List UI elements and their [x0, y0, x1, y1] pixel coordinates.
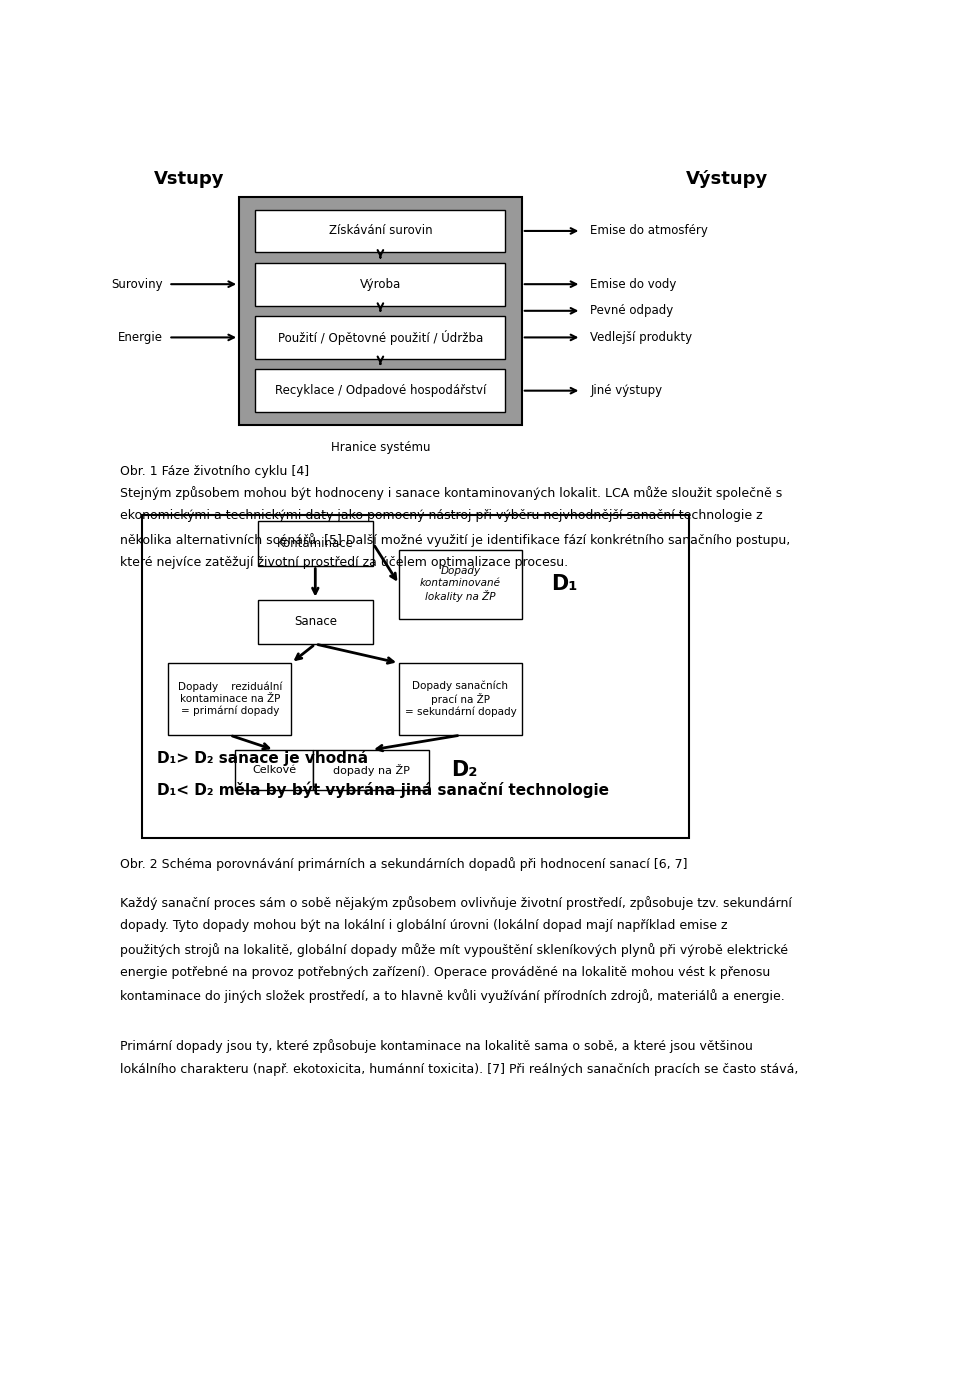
Text: D₁> D₂ sanace je vhodná: D₁> D₂ sanace je vhodná: [157, 750, 369, 766]
Bar: [255, 316, 505, 359]
Text: Vedlejší produkty: Vedlejší produkty: [590, 330, 692, 344]
Bar: [313, 750, 429, 790]
Text: Dopady
kontaminované
lokality na ŽP: Dopady kontaminované lokality na ŽP: [420, 567, 501, 601]
Bar: [257, 600, 372, 644]
Text: D₂: D₂: [451, 760, 477, 780]
Text: Recyklace / Odpadové hospodářství: Recyklace / Odpadové hospodářství: [275, 384, 486, 398]
Bar: [168, 663, 291, 735]
Bar: [255, 209, 505, 252]
Text: Každý sanační proces sám o sobě nějakým způsobem ovlivňuje životní prostředí, zp: Každý sanační proces sám o sobě nějakým …: [120, 896, 792, 910]
Text: Jiné výstupy: Jiné výstupy: [590, 384, 662, 398]
Text: D₁: D₁: [551, 574, 578, 594]
Text: použitých strojů na lokalitě, globální dopady může mít vypouštění skleníkových p: použitých strojů na lokalitě, globální d…: [120, 943, 788, 956]
Text: Použití / Opětovné použití / Údržba: Použití / Opětovné použití / Údržba: [277, 330, 483, 345]
Text: Primární dopady jsou ty, které způsobuje kontaminace na lokalitě sama o sobě, a : Primární dopady jsou ty, které způsobuje…: [120, 1039, 753, 1053]
Text: Dopady sanačních
prací na ŽP
= sekundární dopady: Dopady sanačních prací na ŽP = sekundárn…: [404, 681, 516, 717]
Bar: [399, 663, 522, 735]
Bar: [255, 369, 505, 411]
Text: energie potřebné na provoz potřebných zařízení). Operace prováděné na lokalitě m: energie potřebné na provoz potřebných za…: [120, 966, 770, 980]
Text: Suroviny: Suroviny: [110, 278, 162, 290]
Text: Celkové: Celkové: [252, 765, 297, 775]
Text: Kontaminace: Kontaminace: [276, 537, 353, 550]
Text: Výstupy: Výstupy: [685, 171, 768, 189]
Text: kontaminace do jiných složek prostředí, a to hlavně kvůli využívání přírodních z: kontaminace do jiných složek prostředí, …: [120, 989, 784, 1003]
Text: dopady. Tyto dopady mohou být na lokální i globální úrovni (lokální dopad mají n: dopady. Tyto dopady mohou být na lokální…: [120, 919, 728, 933]
Text: Stejným způsobem mohou být hodnoceny i sanace kontaminovaných lokalit. LCA může : Stejným způsobem mohou být hodnoceny i s…: [120, 486, 782, 499]
Text: Vstupy: Vstupy: [154, 171, 225, 189]
Text: Emise do vody: Emise do vody: [590, 278, 677, 290]
Text: dopady na ŽP: dopady na ŽP: [333, 764, 410, 776]
Text: Dopady    reziduální
kontaminace na ŽP
= primární dopady: Dopady reziduální kontaminace na ŽP = pr…: [178, 682, 282, 717]
Text: Sanace: Sanace: [294, 615, 337, 629]
Text: několika alternativních scénářů. [5] Další možné využití je identifikace fází ko: několika alternativních scénářů. [5] Dal…: [120, 533, 790, 546]
Text: Obr. 2 Schéma porovnávání primárních a sekundárních dopadů při hodnocení sanací : Obr. 2 Schéma porovnávání primárních a s…: [120, 857, 687, 871]
Text: Získávání surovin: Získávání surovin: [328, 224, 432, 238]
Text: Obr. 1 Fáze životního cyklu [4]: Obr. 1 Fáze životního cyklu [4]: [120, 465, 309, 477]
Text: Výroba: Výroba: [360, 278, 401, 290]
Text: ekonomickými a technickými daty jako pomocný nástroj při výběru nejvhodnější san: ekonomickými a technickými daty jako pom…: [120, 509, 762, 523]
Text: Emise do atmosféry: Emise do atmosféry: [590, 224, 708, 238]
Bar: [142, 515, 689, 838]
Text: Hranice systému: Hranice systému: [330, 440, 430, 454]
Bar: [257, 522, 372, 566]
Bar: [239, 197, 522, 425]
Bar: [255, 263, 505, 305]
Bar: [235, 750, 313, 790]
Text: které nejvíce zatěžují životní prostředí za účelem optimalizace procesu.: které nejvíce zatěžují životní prostředí…: [120, 556, 568, 570]
Text: Energie: Energie: [117, 330, 162, 344]
Bar: [399, 550, 522, 619]
Text: lokálního charakteru (např. ekotoxicita, humánní toxicita). [7] Při reálných san: lokálního charakteru (např. ekotoxicita,…: [120, 1062, 799, 1076]
Text: D₁< D₂ měla by být vybrána jiná sanační technologie: D₁< D₂ měla by být vybrána jiná sanační …: [157, 782, 610, 798]
Text: Pevné odpady: Pevné odpady: [590, 304, 674, 318]
